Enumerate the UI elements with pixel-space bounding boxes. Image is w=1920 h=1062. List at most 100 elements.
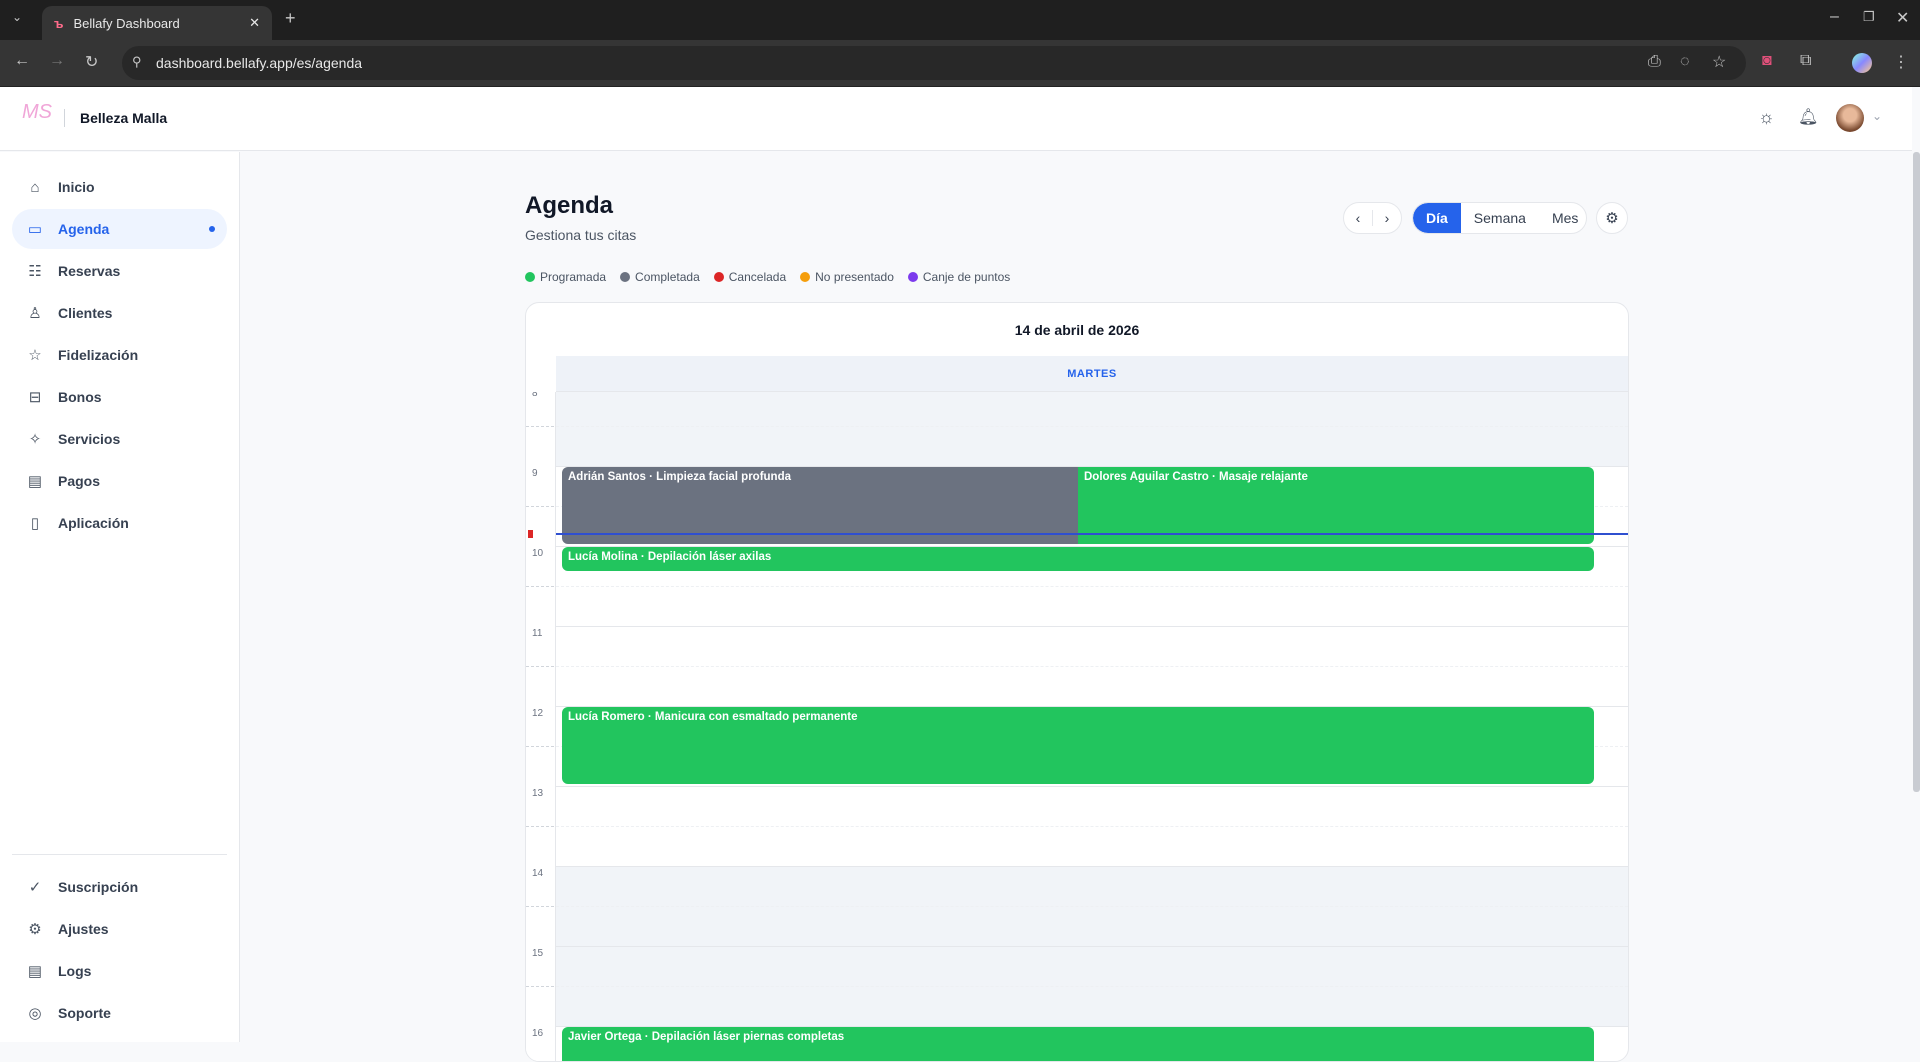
hour-label: 10 — [532, 548, 544, 559]
sidebar-item-soporte[interactable]: ◎ Soporte — [12, 993, 227, 1033]
chevron-down-icon[interactable]: ⌄ — [1872, 109, 1883, 123]
appointment-event[interactable]: Adrián Santos · Limpieza facial profunda — [562, 467, 1078, 544]
legend-label: No presentado — [815, 270, 894, 284]
sidebar-item-ajustes[interactable]: ⚙ Ajustes — [12, 909, 227, 949]
sidebar-item-agenda[interactable]: ▭ Agenda — [12, 209, 227, 249]
extensions-puzzle-icon[interactable]: ⧉ — [1800, 52, 1812, 69]
sidebar-divider — [12, 854, 227, 855]
page-scrollbar[interactable] — [1913, 152, 1920, 792]
view-toggle: Día Semana Mes — [1412, 202, 1587, 234]
time-column: 8 9 10 11 12 13 14 15 16 — [526, 392, 556, 1061]
close-tab-icon[interactable]: ✕ — [249, 15, 260, 30]
half-hour-line — [556, 986, 1628, 987]
sidebar-item-logs[interactable]: ▤ Logs — [12, 951, 227, 991]
back-icon[interactable]: ← — [14, 52, 30, 69]
sidebar-item-clientes[interactable]: ♙ Clientes — [12, 293, 227, 333]
page-title: Agenda — [525, 192, 614, 219]
next-day-button[interactable]: › — [1384, 210, 1390, 226]
hour-row[interactable] — [556, 546, 1628, 626]
sidebar-item-servicios[interactable]: ✧ Servicios — [12, 419, 227, 459]
new-tab-icon[interactable]: + — [285, 8, 296, 28]
bookmark-star-icon[interactable]: ☆ — [1712, 54, 1727, 71]
sidebar-item-aplicación[interactable]: ▯ Aplicación — [12, 503, 227, 543]
url-text: dashboard.bellafy.app/es/agenda — [156, 55, 363, 71]
day-time-grid: 8 9 10 11 12 13 14 15 16 Adrián Santos · Limpiez… — [526, 392, 1628, 1061]
appointment-event[interactable]: Javier Ortega · Depilación láser piernas… — [562, 1027, 1594, 1061]
sidebar-item-suscripción[interactable]: ✓ Suscripción — [12, 867, 227, 907]
prev-day-button[interactable]: ‹ — [1344, 210, 1373, 226]
hour-label: 13 — [532, 788, 544, 799]
brand-logo[interactable]: MS — [22, 101, 52, 123]
minimize-icon[interactable]: – — [1830, 8, 1839, 25]
install-app-icon[interactable]: ⎙ — [1648, 53, 1661, 70]
current-time-line — [556, 532, 1628, 535]
appointment-event[interactable]: Lucía Romero · Manicura con esmaltado pe… — [562, 707, 1594, 784]
clipboard-icon: ☷ — [28, 263, 42, 280]
url-input[interactable]: ⚲ dashboard.bellafy.app/es/agenda ⎙ ◌ ☆ — [122, 46, 1746, 80]
browser-tab[interactable]: ъ Bellafy Dashboard ✕ — [42, 6, 272, 40]
view-day-button[interactable]: Día — [1413, 203, 1461, 233]
notifications-bell-icon[interactable]: 🔔︎ — [1798, 109, 1819, 126]
view-month-button[interactable]: Mes — [1551, 210, 1579, 226]
hour-label: 16 — [532, 1028, 544, 1039]
hour-row[interactable] — [556, 786, 1628, 866]
close-window-icon[interactable]: ✕ — [1896, 10, 1910, 27]
user-avatar[interactable] — [1836, 104, 1864, 132]
smartphone-icon: ▯ — [30, 515, 40, 532]
hour-row[interactable] — [556, 1026, 1628, 1061]
menu-kebab-icon[interactable]: ⋮ — [1893, 54, 1909, 71]
view-week-button[interactable]: Semana — [1473, 210, 1526, 226]
hour-row[interactable] — [556, 626, 1628, 706]
sidebar-item-fidelización[interactable]: ☆ Fidelización — [12, 335, 227, 375]
hour-tick — [526, 506, 554, 507]
sidebar-item-label: Agenda — [58, 221, 110, 237]
hour-row[interactable] — [556, 392, 1628, 466]
theme-sun-icon[interactable]: ☼ — [1758, 107, 1775, 127]
legend-item: Completada — [620, 270, 700, 284]
legend-label: Programada — [540, 270, 607, 284]
sidebar-item-label: Reservas — [58, 263, 121, 279]
sidebar-item-label: Ajustes — [58, 921, 109, 937]
header-divider — [64, 109, 65, 127]
sidebar-item-label: Suscripción — [58, 879, 139, 895]
hour-label: 12 — [532, 708, 544, 719]
forward-icon[interactable]: → — [49, 52, 65, 69]
restore-icon[interactable]: ❐ — [1863, 9, 1875, 24]
calendar-settings-button[interactable]: ⚙ — [1596, 202, 1628, 234]
sidebar-item-reservas[interactable]: ☷ Reservas — [12, 251, 227, 291]
sidebar-item-label: Clientes — [58, 305, 113, 321]
legend-item: Programada — [525, 270, 606, 284]
profile-avatar-icon[interactable] — [1852, 53, 1872, 73]
sidebar-item-label: Bonos — [58, 389, 102, 405]
sidebar-item-bonos[interactable]: ⊟ Bonos — [12, 377, 227, 417]
appointment-event[interactable]: Lucía Molina · Depilación láser axilas — [562, 547, 1594, 571]
legend-dot — [525, 272, 535, 282]
site-settings-icon[interactable]: ⚲ — [132, 54, 142, 69]
hour-row[interactable] — [556, 466, 1628, 546]
gear-icon: ⚙ — [1605, 210, 1619, 227]
half-hour-line — [556, 826, 1628, 827]
legend-dot — [800, 272, 811, 282]
sidebar-item-label: Soporte — [58, 1005, 111, 1021]
tab-search-icon[interactable]: ⌄ — [12, 10, 23, 24]
sidebar-item-inicio[interactable]: ⌂ Inicio — [12, 167, 227, 207]
users-icon: ♙ — [28, 305, 42, 322]
eye-off-icon[interactable]: ◌ — [1680, 53, 1690, 70]
page-subtitle: Gestiona tus citas — [525, 227, 637, 243]
legend-label: Canje de puntos — [922, 270, 1011, 284]
hour-row[interactable] — [556, 706, 1628, 786]
sidebar-item-label: Servicios — [58, 431, 121, 447]
legend-item: No presentado — [800, 270, 894, 284]
reload-icon[interactable]: ↻ — [85, 54, 99, 71]
extension-icon[interactable]: ◙ — [1762, 52, 1772, 69]
sidebar-item-label: Fidelización — [58, 347, 139, 363]
ticket-icon: ⊟ — [28, 389, 42, 406]
legend-item: Cancelada — [713, 270, 786, 284]
hour-label: 14 — [532, 868, 544, 879]
appointment-event[interactable]: Dolores Aguilar Castro · Masaje relajant… — [1078, 467, 1594, 544]
hour-tick — [526, 666, 554, 667]
legend-dot — [620, 272, 631, 282]
settings-icon: ⚙ — [28, 921, 42, 938]
sidebar: ⌂ Inicio ▭ Agenda ☷ Reservas ♙ Clientes ☆ Fideliz… — [0, 152, 240, 1042]
sidebar-item-pagos[interactable]: ▤ Pagos — [12, 461, 227, 501]
